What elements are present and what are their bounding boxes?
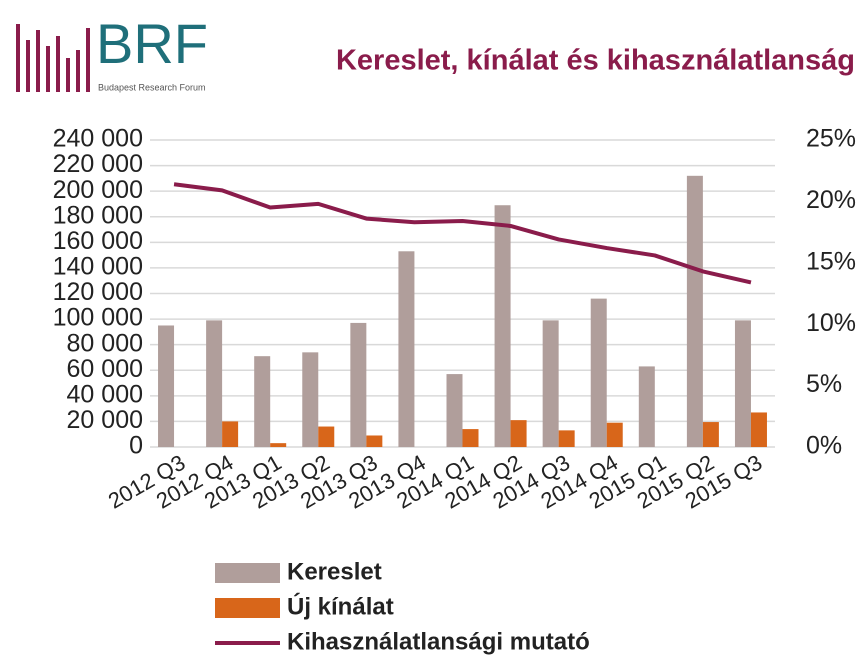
y-tick-label: 40 000: [67, 380, 143, 408]
bar: [638, 366, 655, 447]
bar: [350, 322, 367, 447]
y-tick-label: 200 000: [53, 176, 143, 204]
y-tick-label: 120 000: [53, 278, 143, 306]
chart-title: Kereslet, kínálat és kihasználatlanság: [336, 45, 855, 77]
bar: [542, 320, 559, 447]
y2-tick-label: 10%: [806, 309, 856, 337]
legend-label: Kereslet: [287, 558, 382, 585]
legend-label: Kihasználatlansági mutató: [287, 628, 590, 655]
bar: [302, 352, 319, 447]
bar: [462, 429, 479, 447]
bar: [734, 320, 751, 447]
bar: [702, 422, 719, 447]
bar: [158, 325, 175, 447]
legend-swatch: [215, 563, 280, 583]
bar: [558, 430, 575, 447]
bar: [254, 356, 271, 447]
y-tick-label: 240 000: [53, 125, 143, 153]
logo-subtitle: Budapest Research Forum: [98, 82, 206, 92]
legend-label: Új kínálat: [287, 592, 394, 620]
y-tick-label: 100 000: [53, 304, 143, 332]
bar: [494, 205, 511, 447]
bar: [398, 251, 415, 447]
bar: [446, 374, 463, 447]
logo: [16, 24, 90, 92]
bar: [606, 422, 623, 447]
y2-tick-label: 15%: [806, 247, 856, 275]
logo-text: BRF: [96, 12, 208, 75]
bar: [206, 320, 223, 447]
bar: [750, 412, 767, 447]
bar: [222, 421, 239, 447]
y-tick-label: 0: [129, 432, 143, 460]
y2-tick-label: 0%: [806, 432, 842, 460]
bar: [590, 298, 607, 447]
y-tick-label: 20 000: [67, 406, 143, 434]
y-tick-label: 80 000: [67, 329, 143, 357]
y-tick-label: 220 000: [53, 150, 143, 178]
bar: [686, 175, 703, 448]
y-tick-label: 60 000: [67, 355, 143, 383]
bar: [366, 435, 383, 447]
y2-tick-label: 25%: [806, 125, 856, 153]
bar: [510, 420, 527, 447]
bar: [318, 426, 335, 447]
y-tick-label: 160 000: [53, 227, 143, 255]
y2-tick-label: 5%: [806, 370, 842, 398]
bar: [270, 443, 287, 447]
legend-swatch: [215, 598, 280, 618]
y-tick-label: 140 000: [53, 253, 143, 281]
y-tick-label: 180 000: [53, 201, 143, 229]
line: [173, 182, 752, 285]
y2-tick-label: 20%: [806, 186, 856, 214]
